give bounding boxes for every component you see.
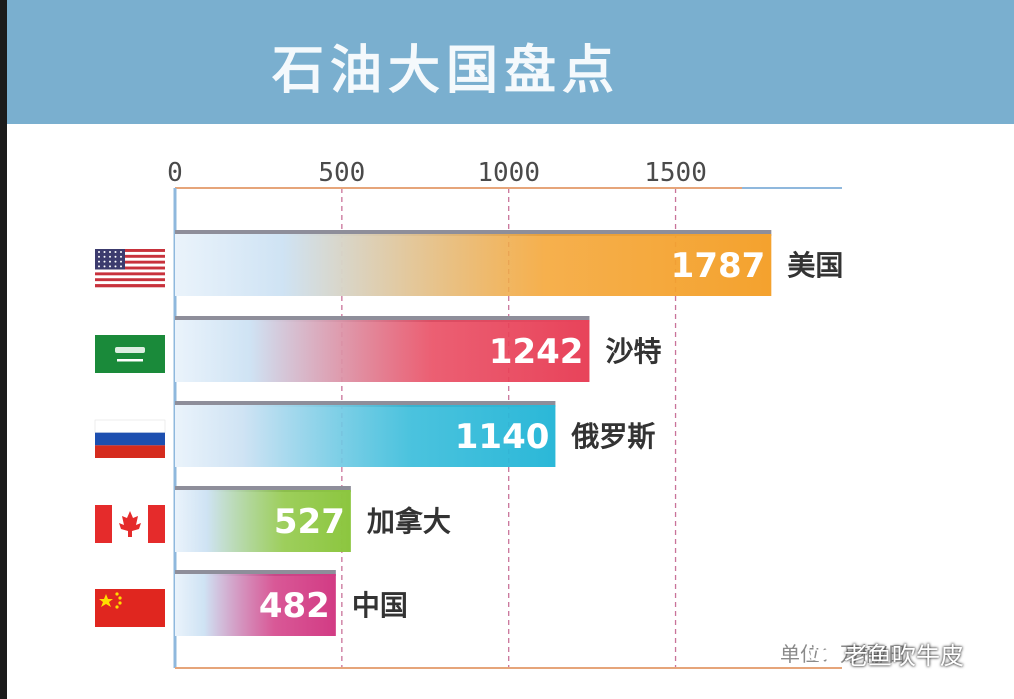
canada-flag-icon bbox=[95, 505, 165, 543]
bar-shadow-3 bbox=[175, 486, 351, 492]
axis-layer: 0 500 1000 1500 bbox=[167, 158, 842, 669]
bar-shadow-4 bbox=[175, 570, 336, 576]
unit-label: 单位：万桶/日 bbox=[780, 642, 907, 666]
x-tick-label-1000: 1000 bbox=[477, 158, 540, 188]
category-label-1: 沙特 bbox=[605, 335, 661, 368]
title-banner: 石油大国盘点 bbox=[7, 0, 1014, 124]
chart-title: 石油大国盘点 bbox=[272, 41, 621, 101]
bar-4 bbox=[175, 574, 336, 636]
value-label-0: 1787 bbox=[671, 246, 766, 286]
watermark-text: 老鱼吹牛皮 bbox=[844, 642, 964, 670]
watermark: 老鱼吹牛皮 bbox=[806, 636, 964, 671]
x-tick-label-1500: 1500 bbox=[644, 158, 707, 188]
bar-layer: 1787 美国 1242 沙特 1140 俄罗斯 527 加拿大 482 中国 bbox=[175, 230, 843, 636]
bar-2 bbox=[175, 405, 556, 467]
saudi-flag-icon bbox=[95, 335, 165, 373]
value-label-3: 527 bbox=[274, 502, 345, 542]
x-tick-label-0: 0 bbox=[167, 158, 183, 188]
bar-shadow-2 bbox=[175, 401, 556, 407]
flag-layer bbox=[94, 249, 166, 627]
category-label-3: 加拿大 bbox=[367, 505, 451, 538]
bar-0 bbox=[175, 234, 772, 296]
china-flag-icon bbox=[95, 589, 165, 627]
value-label-4: 482 bbox=[259, 586, 330, 626]
bar-3 bbox=[175, 490, 351, 552]
category-label-2: 俄罗斯 bbox=[570, 420, 655, 453]
russia-flag-icon bbox=[94, 419, 166, 458]
category-label-4: 中国 bbox=[352, 589, 408, 622]
x-tick-label-500: 500 bbox=[318, 158, 365, 188]
value-label-1: 1242 bbox=[489, 332, 584, 372]
category-label-0: 美国 bbox=[787, 249, 843, 282]
wechat-icon bbox=[806, 640, 839, 667]
bar-shadow-0 bbox=[175, 230, 772, 236]
us-flag-icon bbox=[95, 249, 165, 288]
bar-shadow-1 bbox=[175, 316, 590, 322]
bar-1 bbox=[175, 320, 590, 382]
grid-layer bbox=[341, 188, 677, 668]
value-label-2: 1140 bbox=[455, 417, 550, 457]
